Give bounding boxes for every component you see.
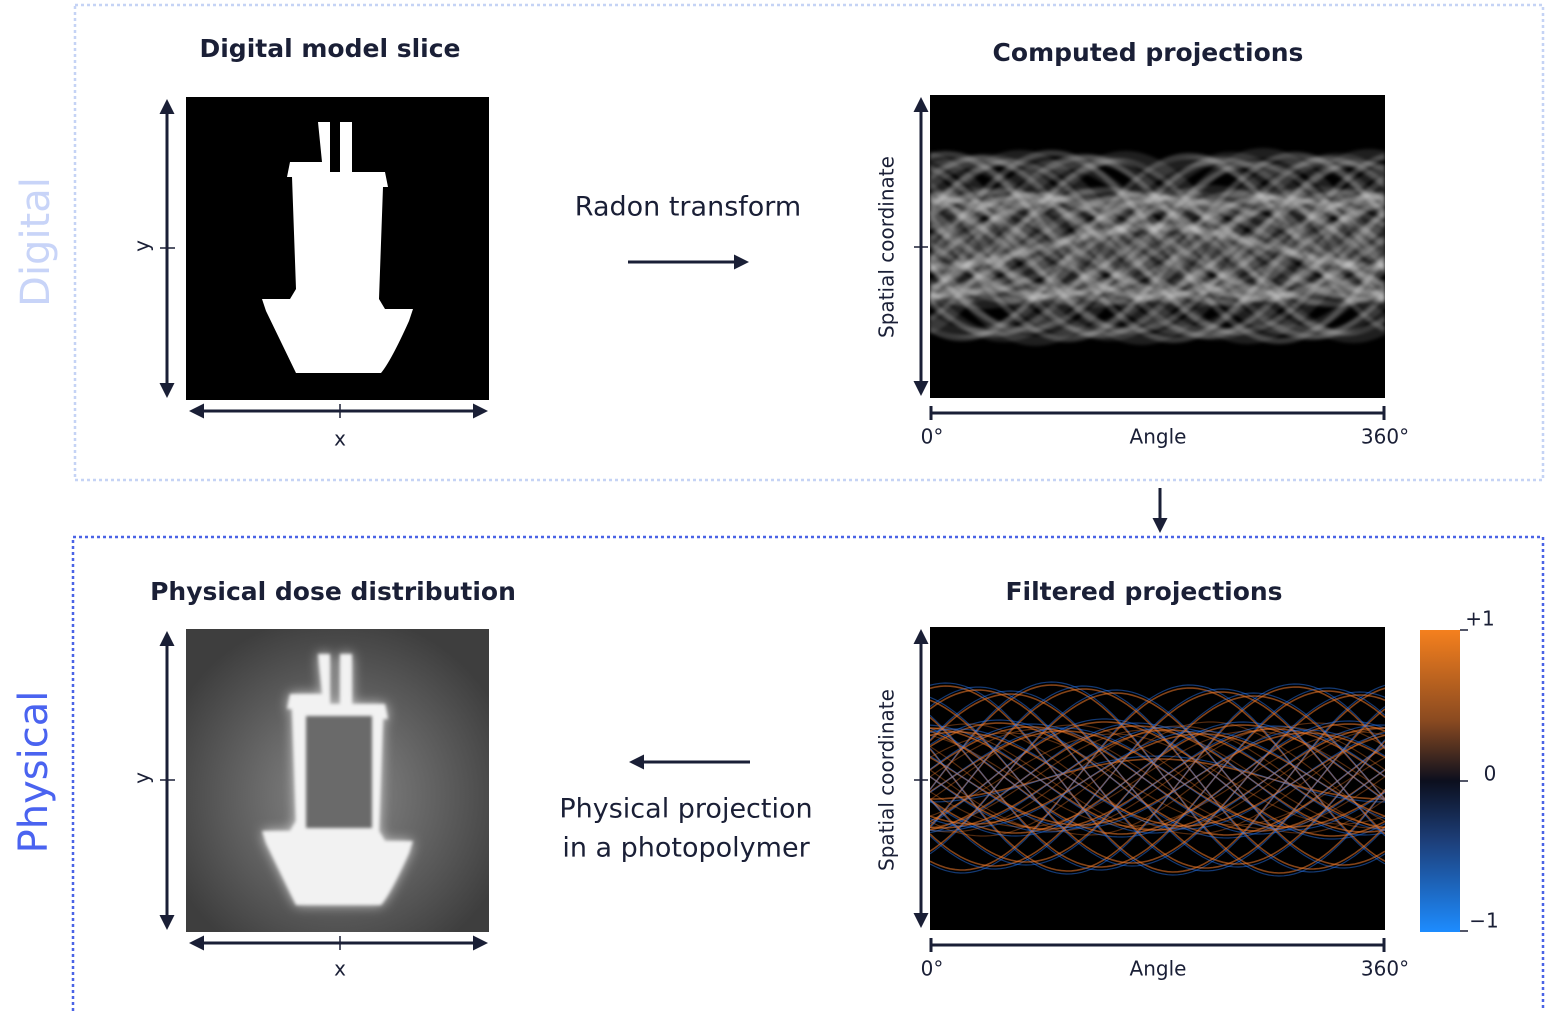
- x-axis: [931, 406, 1384, 420]
- y-label: y: [130, 772, 154, 784]
- x-label: Angle: [1130, 957, 1187, 981]
- x-end: 360°: [1361, 425, 1409, 449]
- arrow-label: Physical projection: [559, 794, 812, 825]
- colorbar: [1420, 630, 1460, 932]
- arrow-label: in a photopolymer: [562, 833, 810, 864]
- x-label: Angle: [1130, 425, 1187, 449]
- panel-title: Filtered projections: [1005, 577, 1282, 606]
- y-label: y: [130, 240, 154, 252]
- panel-title: Physical dose distribution: [150, 577, 516, 606]
- x-end: 360°: [1361, 957, 1409, 981]
- x-axis: [931, 938, 1384, 952]
- section-label: Digital: [13, 177, 59, 307]
- colorbar-label: −1: [1469, 909, 1498, 933]
- colorbar-label: +1: [1465, 607, 1494, 631]
- y-label: Spatial coordinate: [875, 156, 899, 338]
- x-label: x: [334, 957, 346, 981]
- section-label: Physical: [11, 691, 57, 854]
- panel-title: Computed projections: [993, 38, 1304, 67]
- x-label: x: [334, 427, 346, 451]
- x-start: 0°: [921, 957, 944, 981]
- x-start: 0°: [921, 425, 944, 449]
- arrow-label: Radon transform: [575, 192, 801, 223]
- figure: Digital Physical Digital model slice y x…: [0, 0, 1548, 1011]
- y-label: Spatial coordinate: [875, 689, 899, 871]
- colorbar-label: 0: [1484, 762, 1497, 786]
- panel-title: Digital model slice: [199, 34, 460, 63]
- filtered-image: [930, 627, 1385, 930]
